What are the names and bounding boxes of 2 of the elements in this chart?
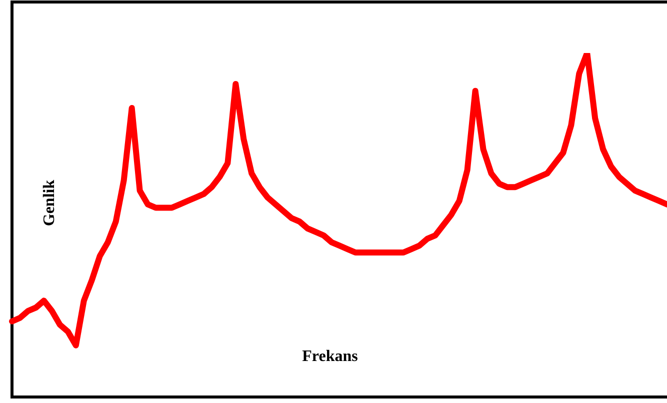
y-axis-title: Genlik xyxy=(41,180,58,226)
x-axis-title: Frekans xyxy=(302,348,358,366)
